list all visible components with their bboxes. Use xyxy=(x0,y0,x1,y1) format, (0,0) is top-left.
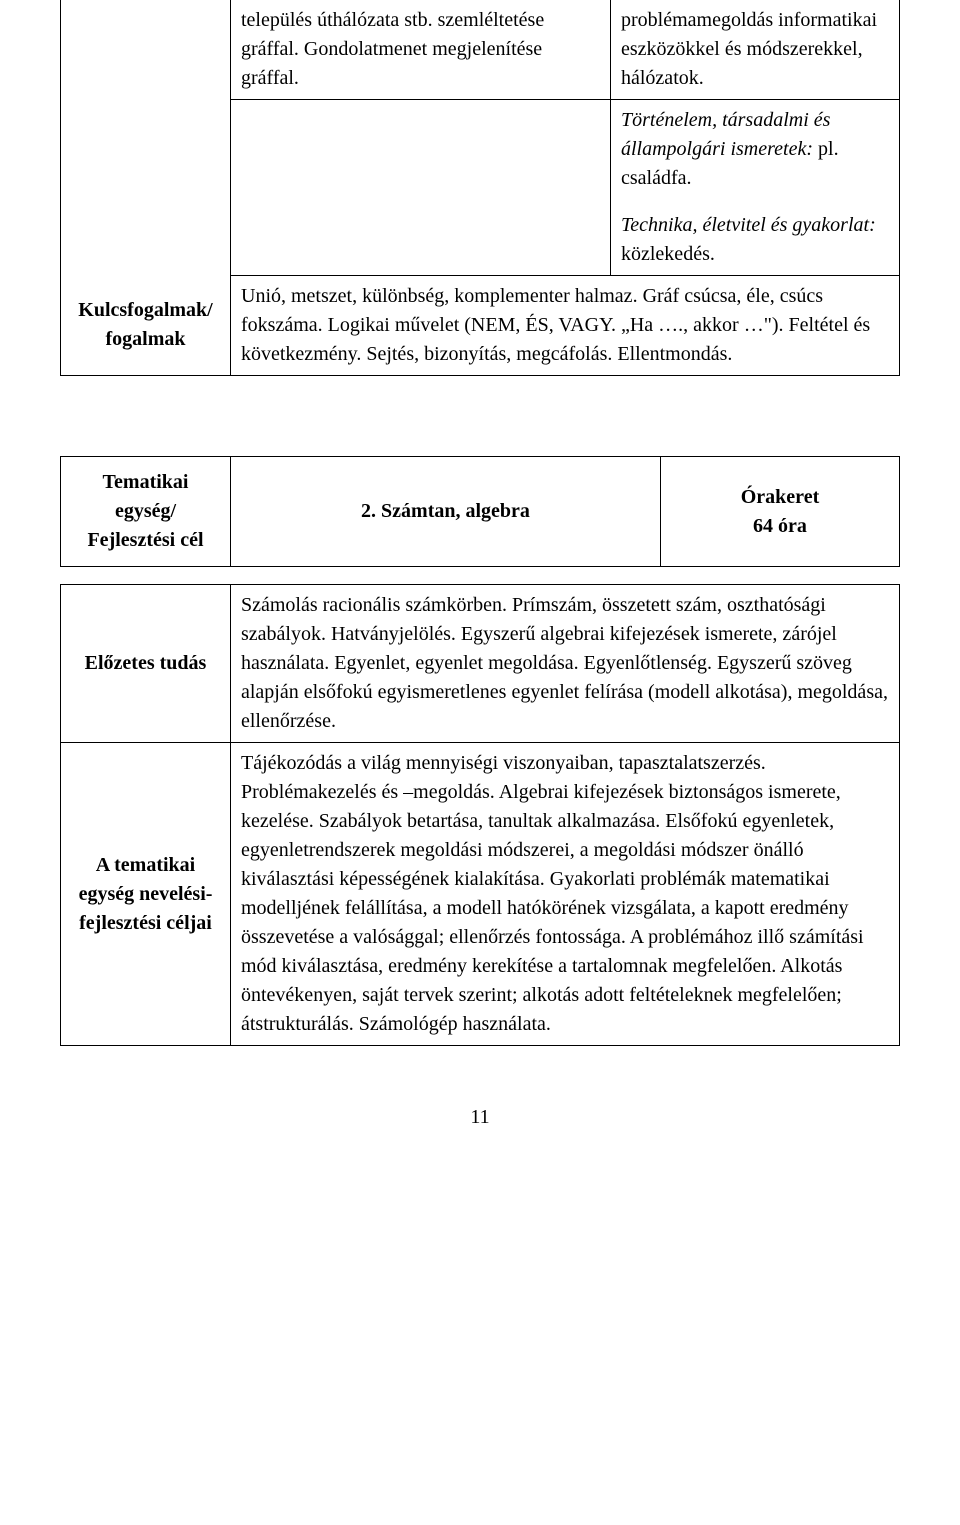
table1-row1-col1 xyxy=(61,0,231,100)
table1-row3: Kulcsfogalmak/ fogalmak Unió, metszet, k… xyxy=(61,276,900,376)
table1-row3-col2: Unió, metszet, különbség, komplementer h… xyxy=(231,276,900,376)
table1-row1-col2: település úthálózata stb. szemléltetése … xyxy=(231,0,611,100)
table2-row3-body: Tájékozódás a világ mennyiségi viszonyai… xyxy=(231,743,900,1046)
table1-row2-col1 xyxy=(61,100,231,276)
table-2: Tematikai egység/ Fejlesztési cél 2. Szá… xyxy=(60,456,900,1046)
table1-row2-p1-italic: Történelem, társadalmi és állampolgári i… xyxy=(621,109,830,160)
table1-row2-p2-rest: közlekedés. xyxy=(621,243,715,265)
table2-row2: Előzetes tudás Számolás racionális számk… xyxy=(61,585,900,743)
table1-row1-col3: problémamegoldás informatikai eszközökke… xyxy=(611,0,900,100)
table2-header-title: 2. Számtan, algebra xyxy=(231,457,661,567)
table1-row1: település úthálózata stb. szemléltetése … xyxy=(61,0,900,100)
table2-header-left: Tematikai egység/ Fejlesztési cél xyxy=(61,457,231,567)
page-number: 11 xyxy=(60,1106,900,1129)
section-spacer xyxy=(60,376,900,456)
table2-gap xyxy=(61,567,900,585)
table2-row3: A tematikai egység nevelési-fejlesztési … xyxy=(61,743,900,1046)
table1-row2-p2-italic: Technika, életvitel és gyakorlat: xyxy=(621,214,876,236)
ora-label: Órakeret xyxy=(741,486,820,508)
table1-row3-col1: Kulcsfogalmak/ fogalmak xyxy=(61,276,231,376)
table1-row2-col2 xyxy=(231,100,611,276)
table2-row2-body: Számolás racionális számkörben. Prímszám… xyxy=(231,585,900,743)
ora-value: 64 óra xyxy=(753,515,807,537)
table1-row2-col3: Történelem, társadalmi és állampolgári i… xyxy=(611,100,900,276)
table1-row2: Történelem, társadalmi és állampolgári i… xyxy=(61,100,900,276)
table2-row2-left: Előzetes tudás xyxy=(61,585,231,743)
table-1: település úthálózata stb. szemléltetése … xyxy=(60,0,900,376)
page-container: település úthálózata stb. szemléltetése … xyxy=(0,0,960,1169)
table2-header-ora: Órakeret 64 óra xyxy=(661,457,900,567)
table2-header-row: Tematikai egység/ Fejlesztési cél 2. Szá… xyxy=(61,457,900,567)
table2-row3-left: A tematikai egység nevelési-fejlesztési … xyxy=(61,743,231,1046)
